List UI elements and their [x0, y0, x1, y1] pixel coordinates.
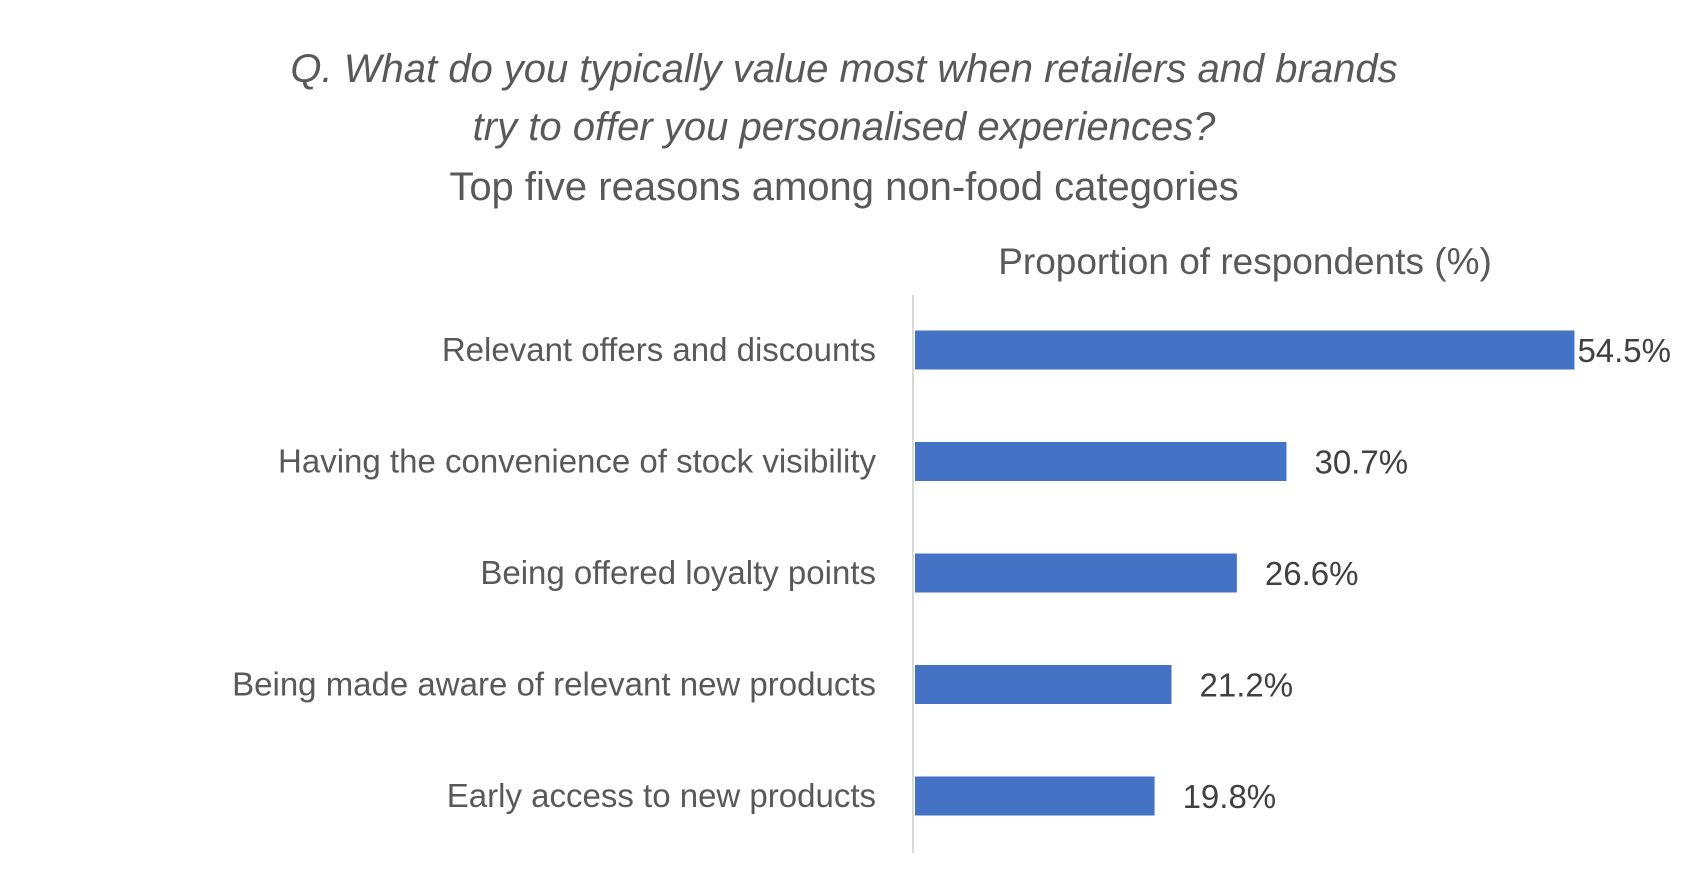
chart-title-line-2: try to offer you personalised experience…: [473, 105, 1216, 149]
category-label: Early access to new products: [447, 777, 876, 814]
bar: [915, 553, 1237, 593]
category-label: Being made aware of relevant new product…: [232, 666, 876, 703]
value-label: 30.7%: [1314, 444, 1408, 481]
bar: [915, 330, 1575, 370]
chart-subtitle: Top five reasons among non-food categori…: [449, 165, 1238, 209]
category-label: Being offered loyalty points: [480, 554, 876, 591]
bar: [915, 665, 1172, 704]
value-label: 54.5%: [1577, 332, 1671, 369]
value-label: 19.8%: [1183, 778, 1277, 815]
bar: [915, 442, 1287, 481]
chart-title-line-1: Q. What do you typically value most when…: [290, 47, 1397, 91]
bars-group: Relevant offers and discounts 54.5% Having…: [232, 330, 1671, 816]
value-label: 21.2%: [1200, 667, 1294, 704]
bar: [915, 776, 1155, 816]
category-label: Having the convenience of stock visibili…: [278, 443, 876, 480]
x-axis-title: Proportion of respondents (%): [998, 241, 1492, 282]
category-label: Relevant offers and discounts: [442, 331, 876, 368]
value-label: 26.6%: [1265, 555, 1359, 592]
